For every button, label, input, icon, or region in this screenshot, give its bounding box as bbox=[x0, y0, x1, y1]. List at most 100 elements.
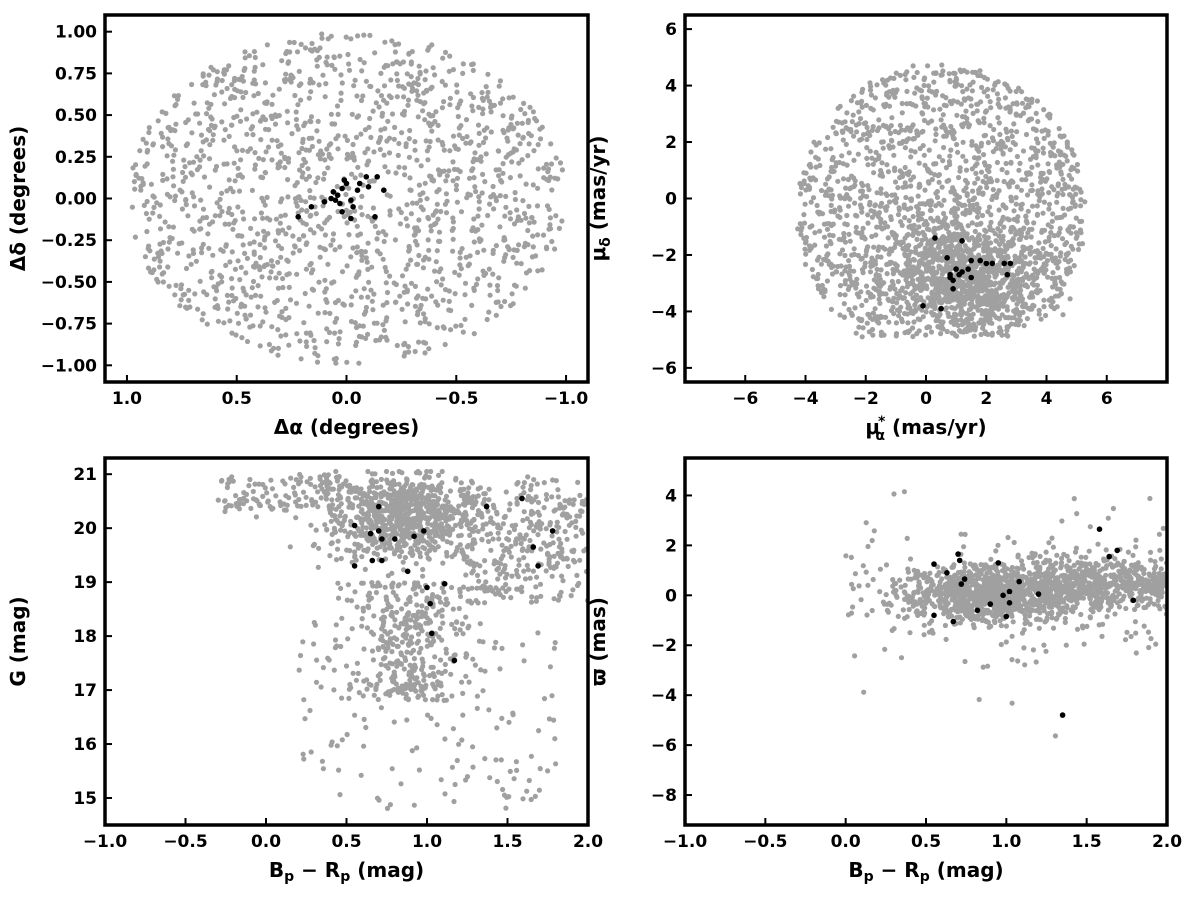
field-star bbox=[518, 106, 524, 113]
field-star bbox=[798, 184, 805, 191]
field-star bbox=[530, 109, 537, 115]
field-star bbox=[514, 120, 521, 126]
field-star bbox=[189, 81, 195, 88]
field-star bbox=[255, 231, 261, 237]
field-star bbox=[962, 211, 968, 217]
field-star bbox=[175, 250, 181, 256]
field-star bbox=[503, 489, 509, 495]
field-star bbox=[460, 584, 467, 590]
field-star bbox=[1040, 245, 1046, 252]
field-star bbox=[299, 174, 305, 180]
field-star bbox=[160, 144, 166, 150]
field-star bbox=[322, 220, 328, 226]
field-star bbox=[328, 111, 334, 117]
field-star bbox=[392, 124, 398, 130]
field-star bbox=[830, 263, 837, 269]
field-star bbox=[903, 277, 909, 283]
field-star bbox=[1054, 304, 1060, 310]
field-star bbox=[879, 226, 885, 232]
field-star bbox=[157, 202, 163, 208]
field-star bbox=[412, 542, 418, 548]
field-star bbox=[150, 141, 156, 147]
field-star bbox=[908, 249, 914, 255]
field-star bbox=[384, 315, 390, 321]
field-star bbox=[960, 329, 966, 335]
field-star bbox=[452, 626, 458, 632]
field-star bbox=[523, 181, 529, 187]
field-star bbox=[269, 101, 275, 107]
field-star bbox=[466, 175, 473, 181]
field-star bbox=[1079, 218, 1085, 224]
field-star bbox=[1005, 181, 1011, 187]
field-star bbox=[954, 112, 960, 118]
field-star bbox=[189, 130, 195, 136]
field-star bbox=[411, 802, 417, 808]
field-star bbox=[510, 149, 516, 155]
field-star bbox=[824, 221, 830, 227]
field-star bbox=[559, 167, 566, 173]
field-star bbox=[1055, 183, 1061, 189]
field-star bbox=[402, 655, 408, 661]
field-star bbox=[211, 284, 217, 290]
field-star bbox=[1073, 215, 1079, 221]
field-star bbox=[335, 580, 341, 586]
member-star bbox=[950, 286, 956, 292]
field-star bbox=[377, 544, 383, 550]
field-star bbox=[322, 94, 328, 100]
field-star bbox=[1019, 296, 1026, 302]
field-star bbox=[471, 216, 477, 222]
field-star bbox=[1021, 304, 1027, 310]
field-star bbox=[891, 152, 897, 158]
field-star bbox=[412, 139, 418, 145]
field-star bbox=[279, 196, 285, 202]
field-star bbox=[443, 191, 449, 197]
field-star bbox=[991, 126, 997, 133]
field-star bbox=[908, 154, 914, 160]
field-star bbox=[897, 293, 903, 299]
field-star bbox=[835, 178, 841, 184]
field-star bbox=[995, 306, 1002, 312]
field-star bbox=[916, 160, 922, 166]
field-star bbox=[339, 695, 345, 701]
field-star bbox=[478, 158, 484, 164]
field-star bbox=[143, 140, 149, 146]
field-star bbox=[1075, 246, 1082, 253]
field-star bbox=[518, 261, 524, 267]
field-star bbox=[328, 242, 334, 248]
field-star bbox=[981, 248, 987, 254]
field-star bbox=[237, 118, 244, 124]
field-star bbox=[957, 222, 964, 228]
field-star bbox=[173, 121, 179, 127]
field-star bbox=[380, 256, 386, 262]
field-star bbox=[315, 175, 321, 181]
field-star bbox=[130, 165, 136, 171]
field-star bbox=[1011, 121, 1017, 127]
field-star bbox=[199, 317, 205, 323]
field-star bbox=[457, 255, 463, 261]
field-star bbox=[222, 498, 228, 504]
field-star bbox=[352, 488, 358, 494]
field-star bbox=[380, 229, 386, 235]
field-star bbox=[394, 94, 400, 100]
field-star bbox=[962, 202, 968, 208]
field-star bbox=[207, 142, 213, 148]
field-star bbox=[510, 710, 516, 716]
field-star bbox=[279, 314, 285, 320]
field-star bbox=[442, 287, 449, 293]
field-star bbox=[900, 138, 906, 145]
field-star bbox=[392, 623, 398, 629]
field-star bbox=[509, 291, 515, 297]
field-star bbox=[294, 203, 300, 209]
field-star bbox=[310, 267, 316, 273]
field-star bbox=[373, 337, 379, 344]
field-star bbox=[871, 244, 877, 250]
field-star bbox=[863, 120, 869, 126]
field-star bbox=[242, 49, 248, 55]
field-star bbox=[243, 89, 249, 96]
field-star bbox=[1002, 144, 1009, 150]
field-star bbox=[857, 116, 864, 122]
field-star bbox=[170, 158, 176, 164]
field-star bbox=[173, 282, 179, 288]
field-star bbox=[892, 165, 898, 171]
field-star bbox=[904, 69, 910, 75]
